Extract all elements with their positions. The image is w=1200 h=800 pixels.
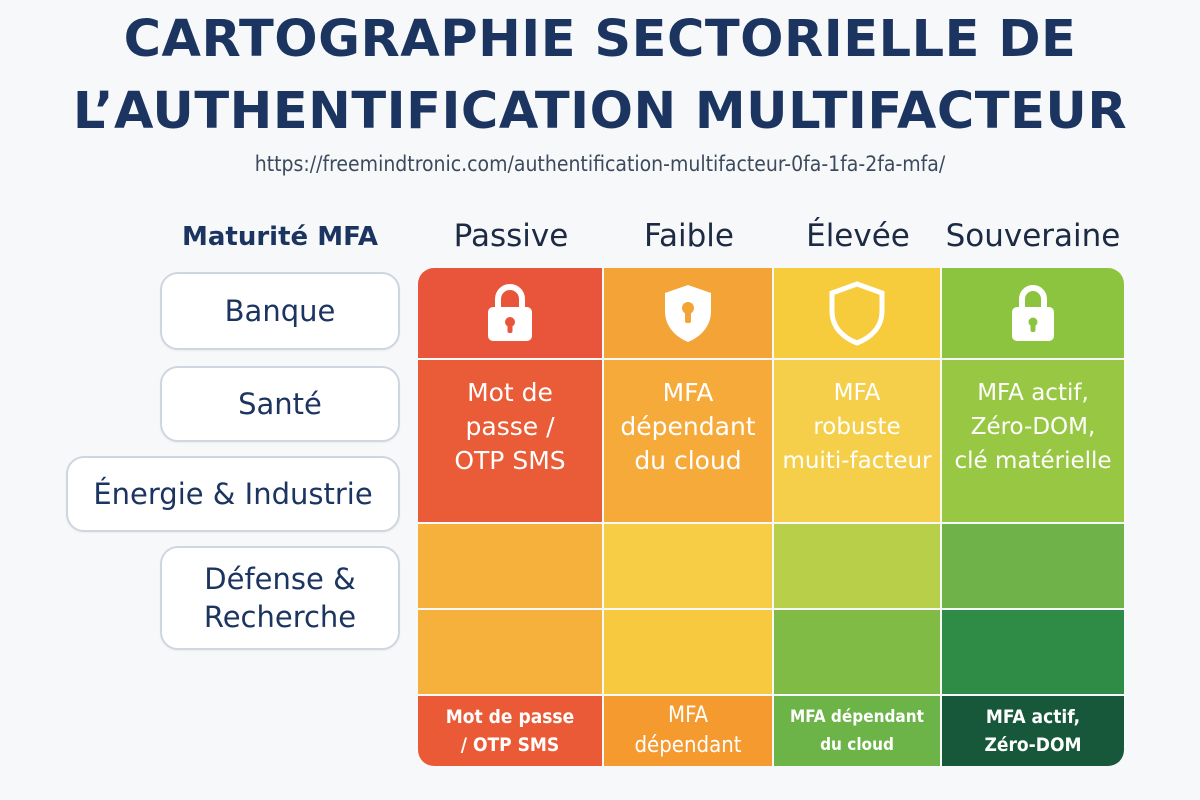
description-line: robuste [813,414,901,440]
row-label-text: Santé [238,387,322,421]
matrix-cell [774,524,940,608]
matrix-cell [604,268,772,358]
bottom-label-souveraine: MFA actif, Zéro-DOM [942,696,1124,766]
description-line: passe / [465,412,555,441]
shield-icon [774,268,940,358]
bottom-label-elevee: MFA dépendant du cloud [774,696,940,766]
row-label-energie-industrie: Énergie & Industrie [66,456,400,532]
row-label-text: Énergie & Industrie [93,477,373,511]
matrix-cell: MFA actif, Zéro-DOM [942,696,1124,766]
description-line: MFA actif, [977,380,1089,406]
matrix-cell [418,610,602,694]
row-label-defense-recherche: Défense & Recherche [160,546,400,650]
bottom-label-line: / OTP SMS [460,734,560,756]
lock-icon [942,268,1124,358]
description-line: OTP SMS [454,446,566,475]
row-label-text: Banque [224,294,336,328]
bottom-label-faible: MFA dépendant [604,696,772,766]
matrix-cell: Mot de passe / OTP SMS [418,696,602,766]
description-line: MFA [662,378,714,407]
matrix-cell [418,524,602,608]
description-line: muiti-facteur [782,448,932,474]
description-line: clé matérielle [954,448,1112,474]
description-faible: MFA dépendant du cloud [604,360,772,522]
description-passive: Mot de passe / OTP SMS [418,360,602,522]
maturity-axis-label: Maturité MFA [182,222,378,252]
bottom-label-line: Zéro-DOM [984,734,1082,756]
column-header-elevee: Élevée [806,218,910,254]
description-line: Mot de [467,378,553,407]
matrix-cell: MFA dépendant [604,696,772,766]
matrix-cell: MFA actif, Zéro-DOM, clé matérielle [942,360,1124,522]
column-header-souveraine: Souveraine [945,218,1121,254]
matrix-cell [774,610,940,694]
row-label-banque: Banque [160,272,400,350]
shield-keyhole-icon [604,268,772,358]
description-line: Zéro-DOM, [970,414,1096,440]
description-elevee: MFA robuste muiti-facteur [774,360,940,522]
matrix-cell: MFA robuste muiti-facteur [774,360,940,522]
bottom-label-line: MFA dépendant [790,707,924,727]
matrix-cell [604,610,772,694]
column-header-passive: Passive [453,218,569,254]
matrix-cell: MFA dépendant du cloud [604,360,772,522]
bottom-label-line: dépendant [634,733,742,758]
title-line-1: CARTOGRAPHIE SECTORIELLE DE [123,10,1077,69]
bottom-label-line: MFA actif, [985,706,1081,728]
maturity-matrix: Mot de passe / OTP SMS MFA dépendant du … [418,268,1124,766]
matrix-cell [942,524,1124,608]
column-header-faible: Faible [644,218,734,254]
bottom-label-line: MFA [668,703,708,728]
matrix-cell [604,524,772,608]
description-line: du cloud [634,446,742,475]
bottom-label-line: du cloud [820,735,894,755]
row-label-text: Recherche [203,600,357,634]
matrix-cell [942,610,1124,694]
description-souveraine: MFA actif, Zéro-DOM, clé matérielle [942,360,1124,522]
matrix-cell [942,268,1124,358]
row-label-sante: Santé [160,366,400,442]
bottom-label-line: Mot de passe [445,706,575,728]
matrix-cell: MFA dépendant du cloud [774,696,940,766]
matrix-cell [774,268,940,358]
row-label-text: Défense & [204,562,356,596]
source-url[interactable]: https://freemindtronic.com/authentificat… [254,152,946,176]
lock-icon [418,268,602,358]
bottom-label-passive: Mot de passe / OTP SMS [418,696,602,766]
title-line-2: L’AUTHENTIFICATION MULTIFACTEUR [72,82,1128,141]
description-line: dépendant [620,412,756,441]
matrix-cell [418,268,602,358]
matrix-cell: Mot de passe / OTP SMS [418,360,602,522]
description-line: MFA [833,380,881,406]
